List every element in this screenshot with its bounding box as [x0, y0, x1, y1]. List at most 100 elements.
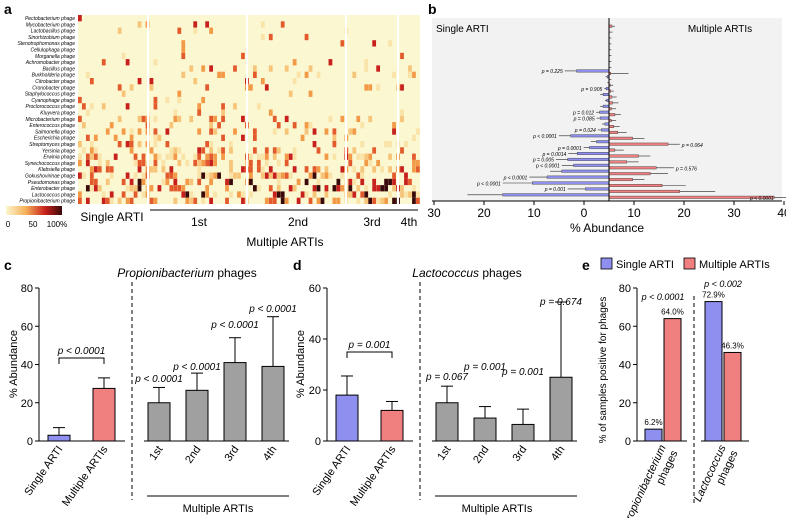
heatmap-cell: [264, 147, 269, 154]
heatmap-cell: [141, 153, 146, 160]
heatmap-cell: [348, 178, 353, 186]
heatmap-cell: [332, 185, 337, 192]
heatmap-cell: [241, 166, 245, 173]
legend-swatch-multiple: [683, 257, 696, 270]
heatmap-cell: [316, 166, 321, 173]
heatmap-cell: [268, 109, 273, 116]
heatmap-cell: [260, 166, 265, 173]
heatmap-cell: [416, 197, 420, 204]
heatmap-cell: [252, 128, 257, 135]
bar-multiple: [608, 184, 663, 187]
heatmap-cell: [404, 178, 408, 186]
heatmap-cell: [272, 147, 277, 154]
heatmap-cell: [332, 134, 337, 141]
value-label: 72.9%: [702, 291, 725, 300]
heatmap-cell: [332, 153, 337, 160]
heatmap-cell: [340, 185, 345, 192]
heatmap-cell: [312, 166, 317, 173]
heatmap-cell: [416, 191, 420, 198]
heatmap-cell: [360, 141, 365, 148]
heatmap-cell: [213, 191, 217, 198]
bar-single: [604, 122, 610, 126]
heatmap-cell: [165, 141, 170, 148]
heatmap-cell: [81, 172, 86, 179]
chart-d-title: Lactococcus phages: [412, 266, 521, 280]
heatmap-cell: [360, 122, 365, 129]
heatmap-cell: [229, 141, 233, 148]
heatmap-cell: [78, 191, 82, 198]
y-tick-label: 0: [315, 436, 321, 448]
heatmap-cell: [388, 153, 392, 160]
heatmap-cell: [129, 147, 134, 154]
heatmap-row-label: Escherichia phage: [34, 136, 75, 142]
panel-d: d Lactococcus phages % Abundance 0 20 40 60…: [293, 257, 582, 515]
bar-x-ticks: 30 20 10 0 10 20 30 40: [427, 201, 786, 220]
heatmap-cell: [276, 185, 281, 192]
heatmap-cell: [356, 197, 361, 204]
panel-label-b: b: [428, 1, 437, 17]
heatmap-row-label: Synechococcus phage: [25, 161, 76, 167]
heatmap-cell: [268, 197, 273, 204]
heatmap-cell: [89, 185, 94, 192]
heatmap-cell: [264, 197, 269, 204]
heatmap-cell: [312, 185, 317, 192]
p-value-label: p < 0.0001: [535, 164, 560, 170]
heatmap-cell: [332, 128, 337, 135]
heatmap-cell: [177, 115, 182, 123]
heatmap-row-label: Morganella phage: [35, 54, 75, 60]
heatmap-cell: [101, 197, 106, 204]
bar: [47, 434, 71, 442]
heatmap-cell: [416, 159, 420, 167]
heatmap-cell: [412, 191, 416, 198]
heatmap-cell: [85, 109, 90, 116]
heatmap-cell: [213, 128, 217, 135]
heatmap-cell: [137, 78, 142, 85]
bar: [644, 428, 663, 442]
heatmap-cell: [133, 172, 138, 179]
heatmap-cell: [292, 59, 297, 66]
heatmap-cell: [225, 197, 229, 204]
heatmap-cell: [201, 159, 206, 167]
heatmap-cell: [205, 185, 210, 192]
heatmap-cell: [408, 191, 412, 198]
heatmap-row-label: Yersinia phage: [42, 148, 75, 154]
heatmap-cell: [324, 153, 329, 160]
heatmap-cell: [416, 166, 420, 173]
heatmap-cell: [169, 172, 174, 179]
heatmap-color-legend: 0 50 100%: [6, 206, 67, 229]
y-tick-label: 40: [619, 360, 631, 372]
heatmap-row-label: Propionibacterium phage: [19, 199, 75, 205]
heatmap-cell: [292, 166, 297, 173]
heatmap-cell: [149, 78, 154, 85]
heatmap-cell: [280, 191, 285, 198]
bar-multiple: [608, 130, 619, 134]
heatmap-cell: [169, 147, 174, 154]
heatmap-cell: [78, 15, 82, 22]
heatmap-cell: [169, 166, 174, 173]
heatmap-cell: [205, 191, 210, 198]
heatmap-cell: [229, 147, 233, 154]
heatmap-cell: [304, 33, 309, 41]
heatmap-cell: [288, 153, 293, 160]
heatmap-cell: [121, 90, 126, 97]
heatmap-cell: [324, 128, 329, 135]
heatmap-cell: [229, 159, 233, 167]
bar: [147, 402, 171, 442]
heatmap-cell: [292, 185, 297, 192]
heatmap-cell: [304, 191, 309, 198]
heatmap-row-label: Klebsiella phage: [38, 167, 75, 173]
heatmap-cell: [388, 191, 392, 198]
heatmap-row-label: Lactobacillus phage: [31, 29, 75, 35]
heatmap-cell: [400, 147, 404, 154]
y-tick-label: 40: [21, 360, 33, 372]
heatmap-row-label: Pectobacterium phage: [25, 16, 75, 22]
heatmap-cell: [229, 178, 233, 186]
bar-single: [567, 157, 610, 161]
heatmap-cell: [316, 185, 321, 192]
heatmap-cell: [153, 96, 158, 104]
heatmap-cell: [173, 109, 178, 116]
heatmap-color-bar: [6, 206, 62, 215]
heatmap-cell: [177, 96, 182, 104]
heatmap-cell: [229, 172, 233, 179]
